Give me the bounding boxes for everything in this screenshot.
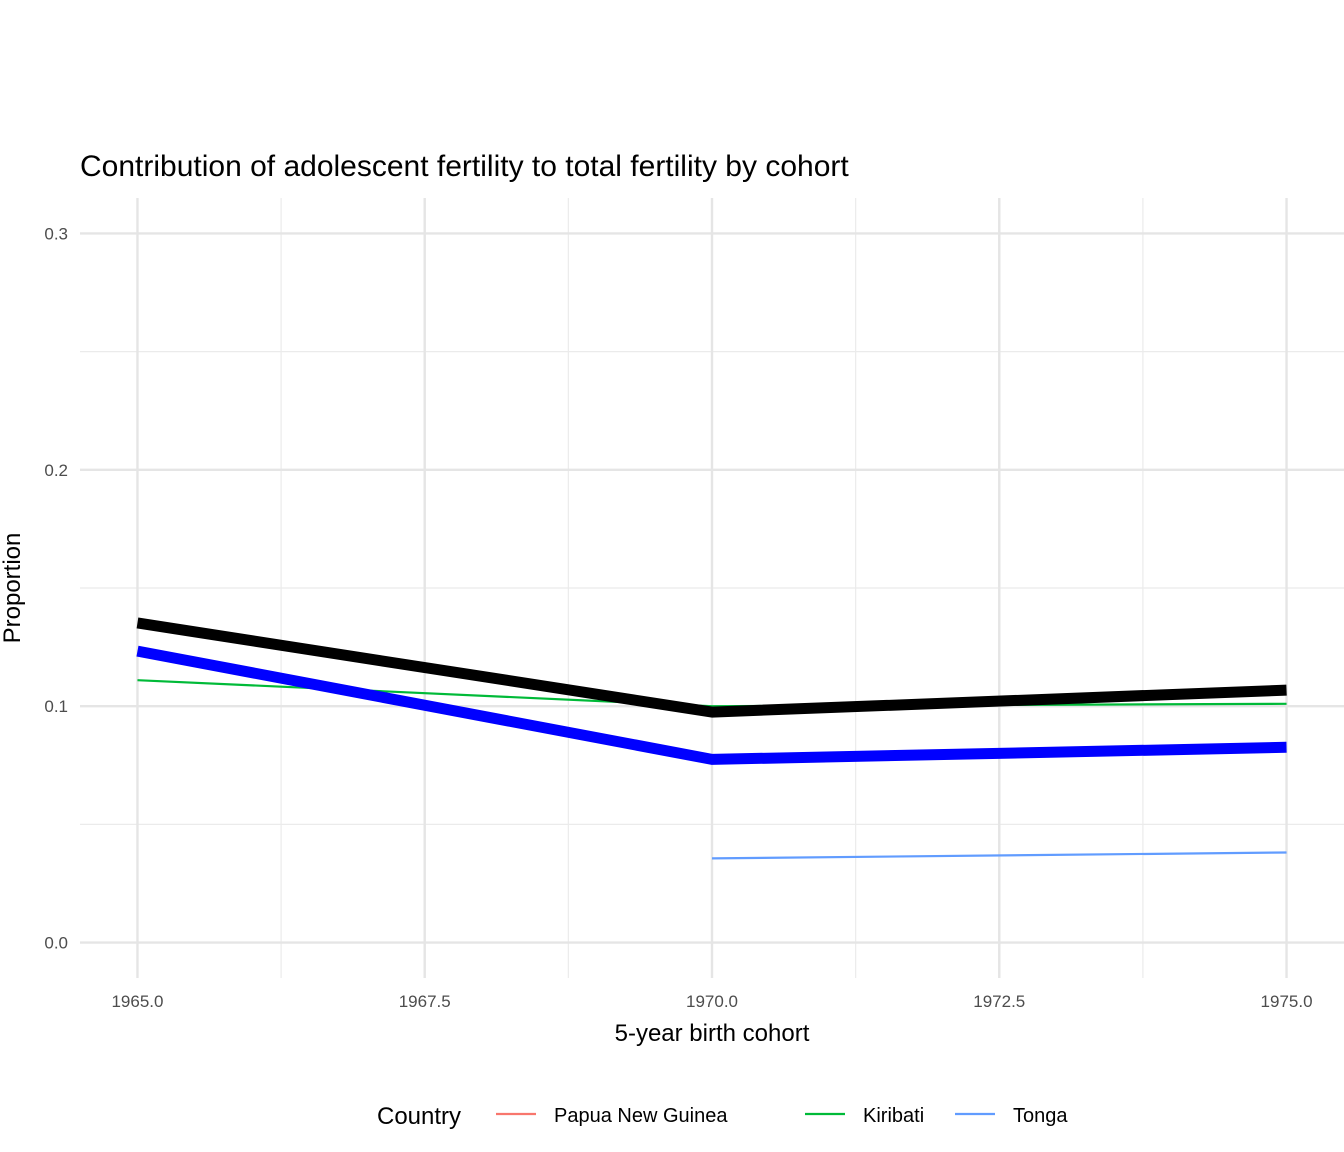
y-axis-label: Proportion <box>0 533 26 644</box>
x-tick-label: 1972.5 <box>973 992 1025 1011</box>
y-tick-label: 0.0 <box>44 934 68 953</box>
legend-label: Tonga <box>1013 1105 1068 1127</box>
legend: Country Papua New Guinea Kiribati Tonga <box>377 1103 1068 1130</box>
series-line-unnamed-3 <box>136 645 1287 765</box>
x-tick-label: 1965.0 <box>111 992 163 1011</box>
x-tick-label: 1967.5 <box>399 992 451 1011</box>
legend-label: Papua New Guinea <box>554 1105 728 1127</box>
legend-label: Kiribati <box>863 1105 924 1127</box>
series-line-tonga <box>711 851 1287 860</box>
y-tick-label: 0.1 <box>44 697 68 716</box>
x-axis-label: 5-year birth cohort <box>615 1020 810 1047</box>
series-lines <box>136 617 1287 860</box>
x-tick-label: 1970.0 <box>686 992 738 1011</box>
y-tick-label: 0.3 <box>44 224 68 243</box>
series-line-unnamed-4 <box>136 617 1287 718</box>
y-tick-label: 0.2 <box>44 461 68 480</box>
axis-ticks: 1965.0 1967.5 1970.0 1972.5 1975.0 0.0 0.1 0.2 0… <box>44 224 1312 1011</box>
grid <box>80 198 1344 978</box>
legend-title: Country <box>377 1103 461 1130</box>
chart-title: Contribution of adolescent fertility to … <box>80 150 849 183</box>
x-tick-label: 1975.0 <box>1261 992 1313 1011</box>
